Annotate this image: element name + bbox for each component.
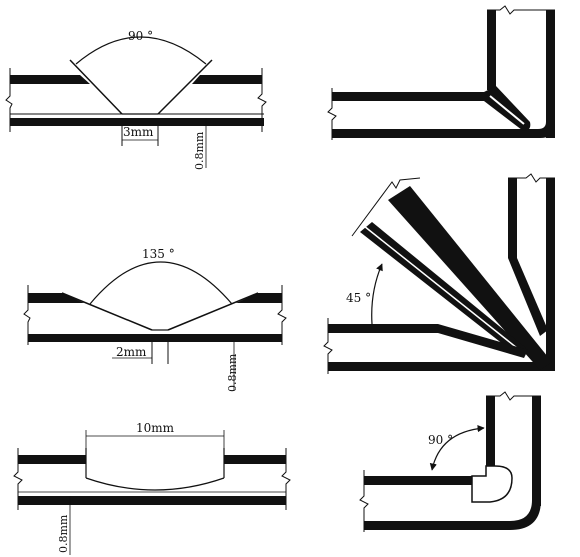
bottom-plate (28, 334, 282, 342)
break-mark-left (359, 470, 369, 532)
bottom-plate (18, 496, 286, 505)
inner-horizontal-plate (332, 92, 484, 101)
panel-shallow-groove: 135 ° 2mm 0.8mm (23, 247, 287, 392)
width-label: 10mm (136, 421, 175, 435)
outer-vertical-plate (546, 10, 555, 138)
outer-corner (364, 500, 541, 530)
inner-horizontal-plate (328, 324, 438, 333)
outer-vertical-plate (546, 178, 555, 370)
top-plate-left (28, 293, 84, 303)
upper-joint (508, 258, 548, 336)
panel-corner-right-angle (327, 5, 555, 140)
break-mark-diagonal (351, 177, 421, 237)
break-mark-left (327, 88, 337, 140)
inner-horizontal-plate (364, 476, 472, 485)
top-plate-left (10, 75, 90, 84)
angle-label: 45 ° (346, 291, 371, 305)
break-mark-right (277, 285, 287, 345)
break-mark-top (486, 391, 541, 401)
bottom-plate (10, 118, 264, 126)
angle-arc (371, 263, 383, 325)
depth-label: 0.8mm (226, 353, 239, 392)
groove-left-edge (61, 292, 153, 331)
gap-label: 3mm (123, 125, 154, 139)
groove-left-edge (69, 59, 123, 115)
top-plate-right (224, 455, 286, 464)
groove-right-edge (157, 59, 213, 115)
outer-corner (332, 120, 555, 138)
depth-label: 0.8mm (193, 131, 206, 170)
diagonal-plate-thick (388, 186, 552, 370)
break-mark-top (508, 173, 555, 183)
break-mark-right (257, 68, 267, 132)
gap-label: 2mm (116, 345, 147, 359)
angle-label: 135 ° (142, 247, 175, 261)
break-mark-left (323, 318, 333, 374)
diagonal-gap (363, 225, 523, 353)
joint-gap (489, 95, 525, 125)
inner-vertical-plate (486, 396, 495, 466)
break-mark-top (487, 5, 555, 15)
angle-arc (75, 36, 207, 65)
depth-label: 0.8mm (57, 514, 70, 553)
panel-v-groove: 90 ° 3mm 0.8mm (5, 29, 267, 170)
lower-joint (438, 324, 528, 358)
groove-bottom-curve (85, 477, 225, 491)
break-mark-right (281, 448, 291, 510)
break-mark-left (23, 285, 31, 345)
groove-right-edge (167, 292, 259, 331)
inner-vertical-plate (487, 10, 496, 90)
angle-arc (89, 261, 233, 305)
panel-corner-rounded-90: 90 ° (359, 391, 541, 532)
panel-flat-groove: 10mm 0.8mm (13, 421, 291, 555)
outer-horizontal-plate (328, 362, 555, 371)
top-plate-right (192, 75, 262, 84)
angle-label: 90 ° (428, 433, 453, 447)
inner-vertical-plate (508, 178, 517, 258)
angle-label: 90 ° (128, 29, 153, 43)
break-mark-left (13, 448, 23, 510)
top-plate-right (236, 293, 282, 303)
rounded-fill (471, 465, 513, 503)
panel-corner-45: 45 ° (323, 173, 555, 374)
top-plate-left (18, 455, 86, 464)
angle-arc (429, 425, 485, 471)
break-mark-left (5, 68, 13, 132)
outer-vertical-plate (532, 396, 541, 506)
